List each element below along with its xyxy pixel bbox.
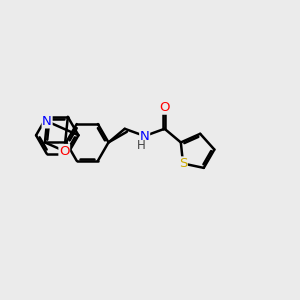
- Text: S: S: [179, 157, 187, 170]
- Text: N: N: [42, 115, 52, 128]
- Text: O: O: [59, 145, 70, 158]
- Text: H: H: [137, 139, 146, 152]
- Text: N: N: [140, 130, 149, 142]
- Text: O: O: [159, 101, 170, 114]
